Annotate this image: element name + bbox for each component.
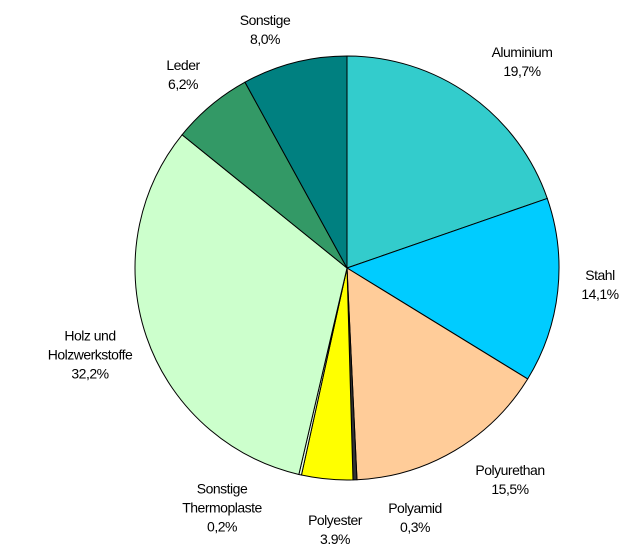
category-label: Sonstige Thermoplaste xyxy=(182,480,262,516)
category-label: Polyester xyxy=(308,512,362,528)
slice-label: Leder 6,2% xyxy=(143,56,223,94)
category-label: Sonstige xyxy=(239,12,291,28)
category-label: Polyurethan xyxy=(475,462,545,478)
slice-label: Polyurethan 15,5% xyxy=(450,461,570,499)
value-label: 32,2% xyxy=(71,365,109,382)
slice-label: Sonstige Thermoplaste 0,2% xyxy=(172,480,272,537)
slice-label: Stahl 14,1% xyxy=(560,266,630,304)
slice-label: Holz und Holzwerkstoffe 32,2% xyxy=(35,327,145,384)
pie-slice xyxy=(244,55,348,269)
slice-label: Aluminium 19,7% xyxy=(462,43,582,81)
category-label: Holz und Holzwerkstoffe xyxy=(47,327,133,363)
value-label: 19,7% xyxy=(503,63,541,79)
slice-label: Sonstige 8,0% xyxy=(220,11,310,49)
category-label: Polyamid xyxy=(388,500,442,516)
value-label: 0,2% xyxy=(207,518,237,535)
value-label: 0,3% xyxy=(400,519,430,535)
category-label: Stahl xyxy=(585,267,615,283)
slice-label: Polyamid 0,3% xyxy=(370,499,460,537)
pie-slice xyxy=(345,197,560,380)
category-label: Leder xyxy=(166,57,200,73)
value-label: 3.9% xyxy=(320,531,350,547)
value-label: 15,5% xyxy=(491,481,529,497)
slice-label: Polyester 3.9% xyxy=(290,511,380,548)
pie-slice xyxy=(346,55,548,269)
pie-slice xyxy=(346,267,529,481)
value-label: 14,1% xyxy=(581,286,619,302)
value-label: 8,0% xyxy=(250,31,280,47)
category-label: Aluminium xyxy=(491,44,553,60)
value-label: 6,2% xyxy=(168,76,198,92)
pie-slice xyxy=(134,134,348,476)
